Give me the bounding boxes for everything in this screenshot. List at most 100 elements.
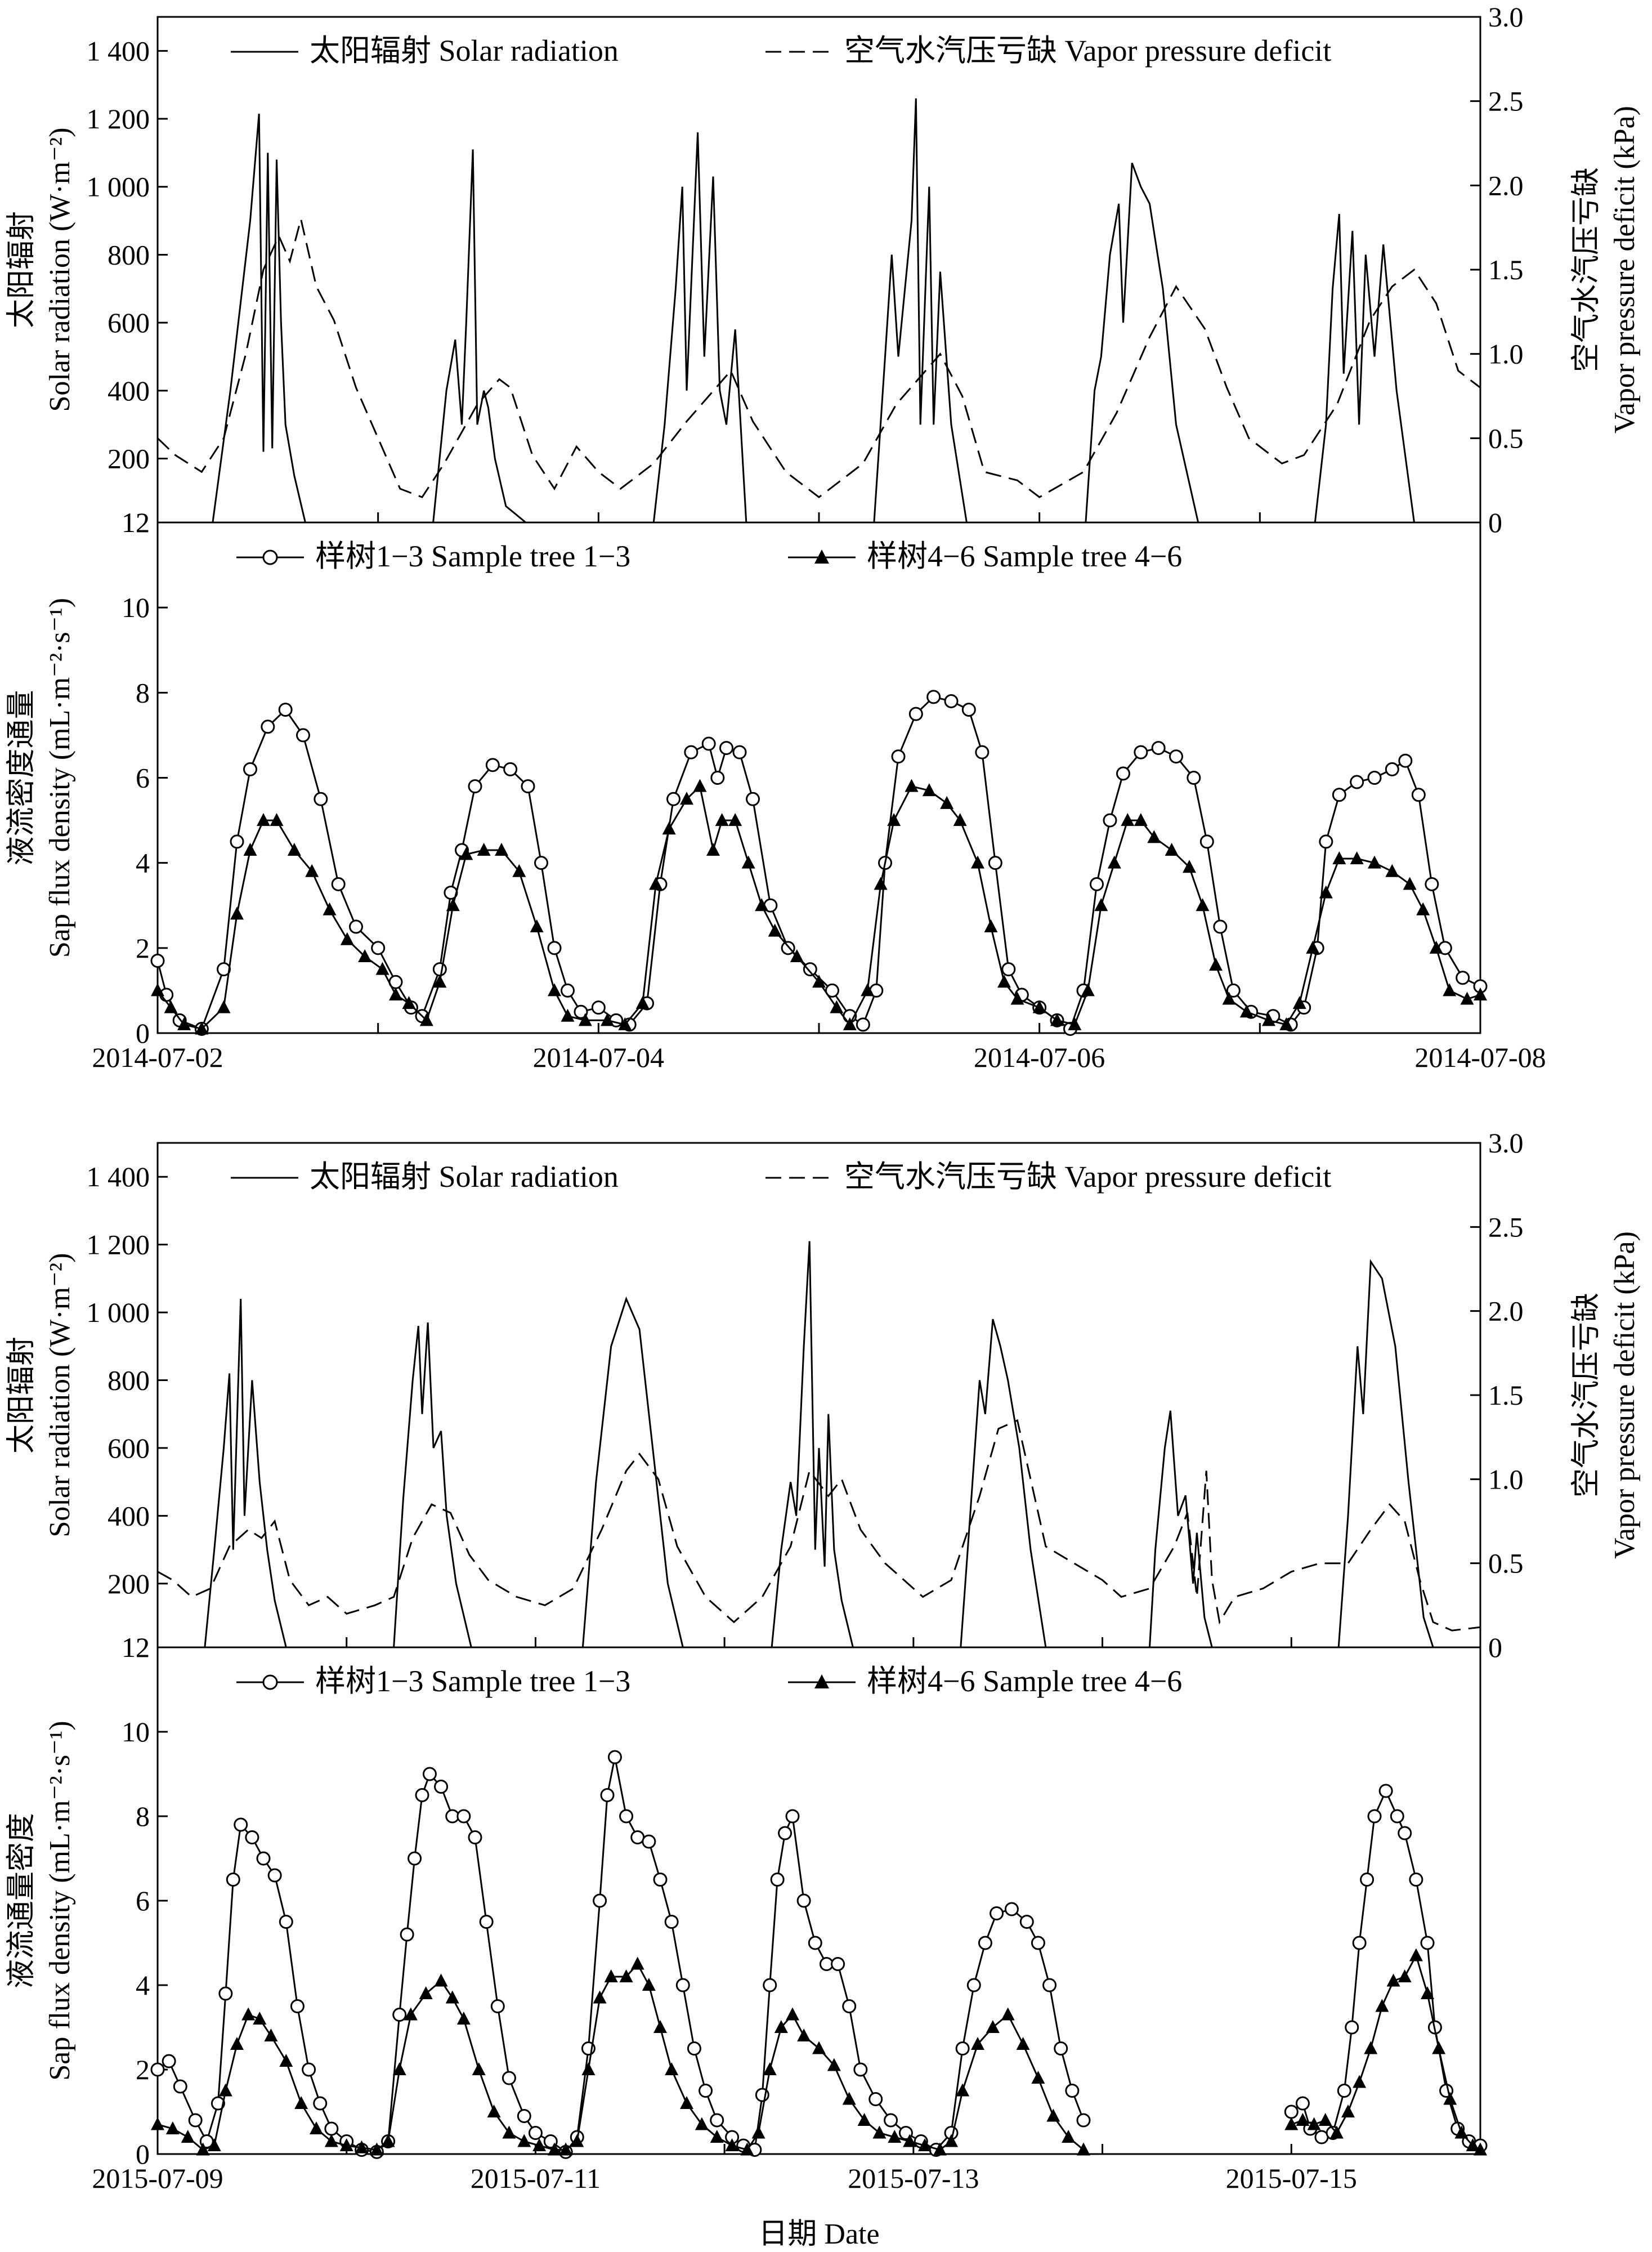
series-point bbox=[971, 2037, 984, 2050]
series-point bbox=[1318, 2113, 1332, 2126]
series-point bbox=[768, 923, 782, 937]
series-point bbox=[1094, 898, 1108, 911]
left-tick-label: 1 400 bbox=[87, 1161, 150, 1192]
series-point bbox=[1368, 855, 1381, 869]
right-tick-label: 2.0 bbox=[1488, 169, 1524, 201]
series-point bbox=[196, 2142, 210, 2156]
panel-2014-radiation: 12 200 400 600 800 1 000 1 200 1 400 0 0.5 1.0 1.5 2… bbox=[6, 1, 1641, 1073]
series-point bbox=[1222, 991, 1236, 1005]
left-axis-title: 液流密度通量 bbox=[6, 690, 38, 865]
series-line bbox=[195, 1241, 1443, 1647]
series-point bbox=[173, 2079, 187, 2094]
series-point bbox=[710, 2113, 724, 2128]
series-point bbox=[1466, 2138, 1480, 2151]
series-point bbox=[888, 2130, 902, 2143]
date-tick-label: 2014-07-06 bbox=[974, 1042, 1105, 1073]
series-point bbox=[1307, 2117, 1321, 2130]
left-tick-label: 12 bbox=[122, 1632, 150, 1663]
left-axis-title: Solar radiation (W·m⁻²) bbox=[44, 127, 76, 412]
series-point bbox=[975, 745, 990, 759]
series-point bbox=[978, 1936, 992, 1950]
legend-label: 样树1−3 Sample tree 1−3 bbox=[315, 1664, 630, 1698]
right-tick-label: 1.5 bbox=[1488, 1379, 1524, 1411]
series-point bbox=[1068, 1017, 1082, 1030]
series-point bbox=[1050, 1013, 1064, 1026]
series-point bbox=[868, 2092, 883, 2106]
date-tick-label: 2015-07-13 bbox=[848, 2162, 979, 2194]
series-point bbox=[600, 1788, 615, 1802]
series-point bbox=[1443, 2092, 1457, 2105]
series-point bbox=[468, 779, 482, 794]
series-point bbox=[693, 779, 707, 792]
series-point bbox=[728, 813, 742, 826]
series-point bbox=[402, 996, 416, 1009]
series-point bbox=[502, 2071, 516, 2085]
series-point bbox=[1319, 885, 1333, 899]
series-point bbox=[653, 2020, 667, 2033]
series-point bbox=[1054, 2041, 1068, 2056]
series-point bbox=[986, 2020, 1000, 2033]
series-point bbox=[922, 783, 936, 797]
series-point bbox=[715, 813, 729, 826]
series-point bbox=[381, 2134, 395, 2147]
series-point bbox=[1147, 830, 1161, 843]
series-point bbox=[763, 2062, 777, 2075]
plot-frame bbox=[156, 1646, 1481, 2155]
legend-entry: 样树1−3 Sample tree 1−3 bbox=[236, 539, 630, 573]
series-point bbox=[434, 1973, 448, 1987]
series-point bbox=[279, 1915, 293, 1929]
series-point bbox=[548, 2142, 561, 2156]
series-point bbox=[812, 975, 826, 988]
left-tick-label: 0 bbox=[136, 2138, 150, 2170]
series-point bbox=[1429, 940, 1443, 954]
date-tick-label: 2014-07-02 bbox=[92, 1042, 223, 1073]
right-tick-label: 3.0 bbox=[1488, 1, 1524, 33]
series-point bbox=[1398, 1826, 1412, 1840]
series-point bbox=[1284, 2117, 1299, 2130]
series-point bbox=[1209, 958, 1223, 971]
series-point bbox=[532, 2138, 547, 2151]
series-point bbox=[1421, 1986, 1434, 1999]
series-point bbox=[547, 941, 562, 955]
series-point bbox=[997, 975, 1011, 988]
series-point bbox=[339, 2138, 353, 2151]
series-point bbox=[706, 842, 720, 856]
series-point bbox=[1306, 940, 1320, 954]
series-point bbox=[684, 745, 699, 759]
legend-label: 空气水汽压亏缺 Vapor pressure deficit bbox=[844, 34, 1331, 68]
series-point bbox=[1116, 766, 1130, 781]
series-point bbox=[785, 1809, 800, 1824]
series-point bbox=[561, 1008, 575, 1022]
series-point bbox=[1352, 1936, 1367, 1950]
left-tick-label: 400 bbox=[108, 375, 150, 406]
series-point bbox=[1010, 991, 1024, 1005]
series-point bbox=[803, 962, 817, 977]
right-axis-title: 空气水汽压亏缺 bbox=[1570, 1293, 1602, 1498]
series-point bbox=[1107, 855, 1121, 869]
series-point bbox=[740, 2142, 754, 2156]
series-point bbox=[290, 1999, 305, 2013]
legend-label: 太阳辐射 Solar radiation bbox=[310, 1160, 619, 1194]
series-point bbox=[521, 779, 535, 794]
series-point bbox=[404, 2007, 418, 2021]
series-point bbox=[891, 749, 906, 764]
series-point bbox=[415, 1788, 429, 1802]
series-point bbox=[1046, 2108, 1060, 2122]
series-point bbox=[1262, 1013, 1275, 1026]
series-point bbox=[310, 2121, 323, 2134]
series-point bbox=[151, 983, 164, 997]
series-point bbox=[324, 2121, 339, 2136]
series-point bbox=[635, 996, 650, 1009]
series-point bbox=[593, 1893, 607, 1908]
series-point bbox=[955, 2041, 970, 2056]
series-point bbox=[472, 2062, 486, 2075]
series-point bbox=[305, 864, 319, 877]
series-point bbox=[1031, 2071, 1045, 2084]
series-point bbox=[1090, 877, 1104, 891]
series-point bbox=[512, 864, 526, 877]
series-point bbox=[687, 2041, 701, 2056]
series-point bbox=[774, 2020, 788, 2033]
left-tick-label: 2 bbox=[136, 932, 150, 964]
series-point bbox=[150, 2062, 165, 2077]
left-tick-label: 1 200 bbox=[87, 1229, 150, 1261]
